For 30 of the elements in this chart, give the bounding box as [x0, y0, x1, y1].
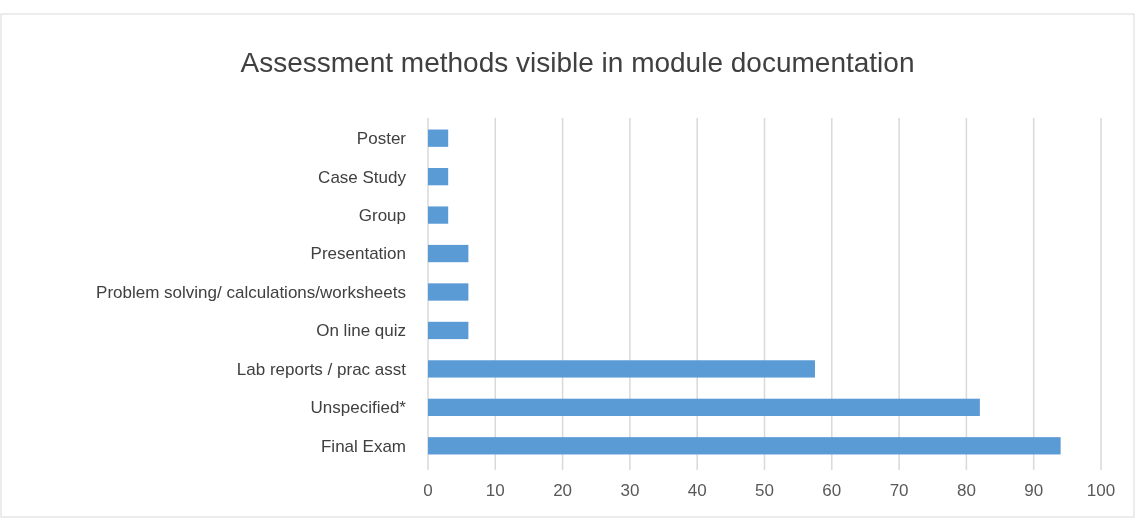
y-tick-label: On line quiz: [316, 321, 406, 341]
chart-title: Assessment methods visible in module documentation: [240, 47, 915, 78]
x-tick-label: 90: [1024, 481, 1044, 500]
bar: [428, 244, 469, 263]
x-tick-label: 40: [687, 481, 707, 500]
x-tick-label: 70: [889, 481, 909, 500]
x-tick-label: 50: [755, 481, 774, 500]
y-tick-label: Case Study: [318, 167, 407, 187]
x-tick-label: 100: [1086, 481, 1116, 500]
y-tick-label: Final Exam: [320, 436, 406, 456]
y-tick-label: Group: [358, 206, 406, 226]
y-tick-label: Presentation: [310, 244, 406, 264]
x-tick-label: 10: [485, 481, 505, 500]
bar: [428, 360, 815, 378]
x-tick-label: 0: [423, 481, 433, 500]
y-tick-label: Problem solving/ calculations/worksheets: [96, 282, 406, 302]
y-tick-label: Unspecified*: [310, 398, 407, 418]
bar: [428, 206, 449, 224]
bar: [428, 129, 449, 147]
bar: [428, 283, 469, 301]
x-tick-label: 20: [553, 481, 573, 500]
bar: [428, 398, 980, 417]
bar: [428, 437, 1061, 455]
x-tick-label: 60: [822, 481, 842, 500]
x-tick-label: 80: [956, 481, 976, 500]
y-tick-label: Poster: [356, 129, 407, 149]
x-tick-label: 30: [620, 481, 640, 500]
bar: [428, 321, 469, 340]
y-tick-label: Lab reports / prac asst: [236, 359, 407, 379]
bar: [428, 167, 449, 186]
